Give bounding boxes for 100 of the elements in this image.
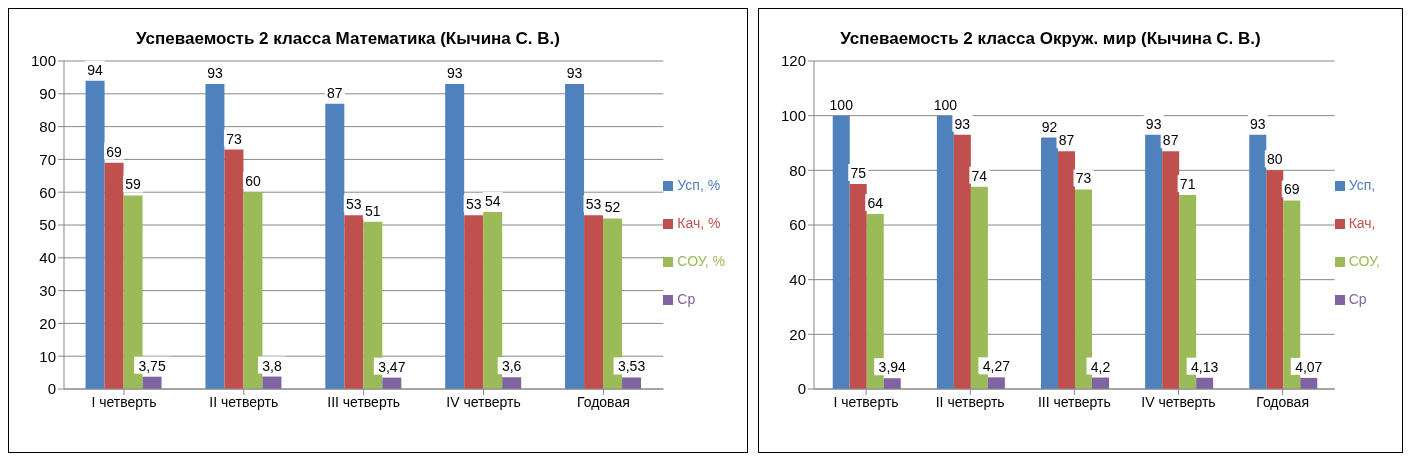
data-label: 4,2 (1090, 358, 1111, 375)
bar (1266, 170, 1284, 389)
bar (85, 80, 105, 389)
x-tick-label: II четверть (209, 393, 279, 410)
y-tick-label: 80 (39, 117, 56, 135)
data-label: 87 (1058, 132, 1075, 149)
legend-label: Кач, (1348, 214, 1376, 231)
data-label: 87 (1162, 132, 1179, 149)
bar (987, 377, 1005, 389)
bar (953, 134, 971, 389)
bar (849, 184, 867, 389)
y-tick-label: 0 (47, 380, 56, 398)
x-tick-label: Годовая (577, 393, 630, 410)
y-tick-label: 90 (39, 85, 56, 103)
y-tick-label: 20 (789, 325, 806, 343)
data-label: 69 (106, 143, 123, 160)
y-tick-label: 100 (30, 52, 56, 70)
x-tick-label: IV четверть (446, 393, 521, 410)
x-tick-label: III четверть (1037, 393, 1111, 410)
data-label: 3,75 (138, 357, 166, 374)
data-label: 93 (566, 64, 583, 81)
bar (104, 162, 124, 389)
data-label: 100 (933, 96, 958, 113)
legend-label: СОУ, % (677, 252, 725, 269)
y-tick-label: 40 (789, 270, 806, 288)
data-label: 80 (1267, 151, 1283, 168)
x-tick-label: II четверть (935, 393, 1005, 410)
data-label: 93 (954, 115, 971, 132)
data-label: 3,8 (262, 357, 282, 374)
x-tick-label: IV четверть (1141, 393, 1216, 410)
data-label: 73 (226, 130, 242, 147)
data-label: 51 (365, 202, 381, 219)
bar (243, 192, 263, 389)
bar (1075, 189, 1093, 389)
data-label: 71 (1179, 175, 1196, 192)
legend-label: СОУ, (1348, 252, 1380, 269)
bar (1058, 151, 1076, 389)
y-tick-label: 120 (780, 52, 806, 70)
data-label: 53 (465, 196, 482, 213)
data-label: 59 (125, 176, 142, 193)
bar (584, 215, 604, 389)
bar (1162, 151, 1180, 389)
bar (483, 211, 503, 389)
legend-label: Усп, (1348, 176, 1376, 193)
x-tick-label: I четверть (833, 393, 899, 410)
data-label: 100 (829, 96, 854, 113)
bar (622, 377, 642, 389)
data-label: 92 (1041, 118, 1058, 135)
data-label: 3,47 (378, 358, 406, 375)
chart-title: Успеваемость 2 класса Математика (Кычина С. В.) (135, 29, 561, 49)
y-tick-label: 0 (797, 380, 806, 398)
legend-label: Кач, % (677, 214, 721, 231)
data-label: 64 (867, 195, 884, 212)
legend-label: Усп, % (677, 176, 721, 193)
y-tick-label: 70 (39, 150, 56, 168)
data-label: 93 (207, 64, 223, 81)
y-tick-label: 30 (39, 281, 56, 299)
bar (883, 378, 901, 389)
data-label: 93 (446, 64, 463, 81)
bar (445, 83, 465, 389)
y-tick-label: 100 (780, 106, 806, 124)
data-label: 60 (245, 173, 261, 190)
data-label: 69 (1284, 181, 1300, 198)
bar (502, 377, 522, 389)
legend-label: Ср (677, 290, 696, 307)
data-label: 74 (971, 167, 988, 184)
data-label: 93 (1250, 115, 1266, 132)
y-tick-label: 20 (39, 314, 56, 332)
y-tick-label: 40 (39, 249, 56, 267)
data-label: 4,13 (1191, 358, 1219, 375)
data-label: 53 (346, 196, 362, 213)
legend-label: Ср (1348, 290, 1367, 307)
y-tick-label: 60 (39, 183, 56, 201)
bar (1249, 134, 1267, 389)
chart-title: Успеваемость 2 класса Окруж. мир (Кычина С. В.) (839, 29, 1262, 49)
data-label: 3,94 (878, 359, 907, 376)
x-tick-label: III четверть (327, 393, 401, 410)
bar (344, 215, 364, 389)
data-label: 94 (87, 61, 104, 78)
y-tick-label: 50 (39, 216, 56, 234)
y-tick-label: 80 (789, 161, 806, 179)
data-label: 54 (484, 192, 501, 209)
y-tick-label: 60 (789, 216, 806, 234)
data-label: 4,07 (1295, 358, 1323, 375)
data-label: 73 (1075, 170, 1092, 187)
data-label: 3,6 (501, 358, 522, 375)
bar (1041, 137, 1059, 389)
data-label: 53 (585, 196, 602, 213)
bar (832, 115, 850, 389)
bar (565, 83, 585, 389)
bar (464, 215, 484, 389)
data-label: 52 (604, 199, 621, 216)
bar (224, 149, 244, 389)
x-tick-label: I четверть (91, 393, 157, 410)
bar (325, 103, 345, 389)
data-label: 87 (327, 84, 343, 101)
y-tick-label: 10 (39, 347, 56, 365)
data-label: 4,27 (982, 358, 1011, 375)
x-tick-label: Годовая (1256, 393, 1309, 410)
bar (936, 115, 954, 389)
